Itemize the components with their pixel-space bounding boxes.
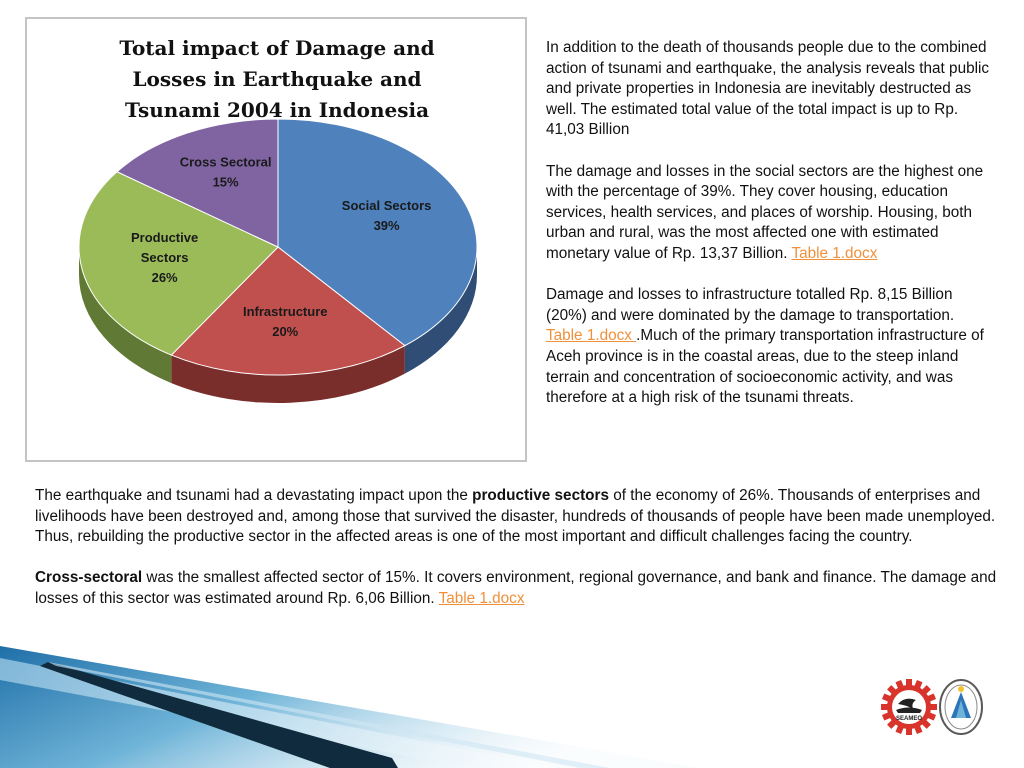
chart-title-line: Losses in Earthquake and <box>132 67 422 91</box>
pie-chart: Social Sectors 39% Infrastructure 20% Produc… <box>78 118 478 403</box>
cross-sectoral-term: Cross-sectoral <box>35 569 143 587</box>
social-sectors-term: social sectors <box>755 162 848 180</box>
bottom-text-column: The earthquake and tsunami had a devasta… <box>35 486 1000 630</box>
pie-slice-side-productive-sectors <box>79 247 172 384</box>
table-link-infrastructure[interactable]: Table 1.docx <box>546 327 637 345</box>
pie-slice-cross-sectoral <box>116 118 279 248</box>
social-text-rest: are the highest one with the percentage … <box>546 162 984 262</box>
productive-text-start: The earthquake and tsunami had a devasta… <box>35 487 473 504</box>
pie-label-social-sectors: Social Sectors 39% <box>342 198 432 233</box>
infrastructure-paragraph: Damage and losses to infrastructure tota… <box>546 285 992 409</box>
table-link-cross[interactable]: Table 1.docx <box>438 589 525 607</box>
cross-text-rest: was the smallest affected sector of 15%.… <box>35 569 997 607</box>
pie-chart-panel: Total impact of Damage and Losses in Ear… <box>25 17 527 462</box>
infra-text-end: .Much of the primary transportation infr… <box>546 327 984 407</box>
productive-paragraph: The earthquake and tsunami had a devasta… <box>35 486 1000 548</box>
infrastructure-term: infrastructure <box>702 286 792 304</box>
chart-title-line: Tsunami 2004 in Indonesia <box>124 98 430 122</box>
right-text-column: In addition to the death of thousands pe… <box>546 38 992 429</box>
infra-text-start: Damage and losses to <box>546 286 703 304</box>
pie-slice-side-infrastructure <box>171 345 405 403</box>
pie-label-productive-sectors: Productive Sectors 26% <box>131 230 198 285</box>
cross-sectoral-paragraph: Cross-sectoral was the smallest affected… <box>35 568 1000 609</box>
seameo-gear-logo: SEAMEO <box>881 679 937 735</box>
pie-label-cross-sectoral: Cross Sectoral 15% <box>180 154 272 189</box>
intro-text: In addition to the death of thousands pe… <box>546 39 990 139</box>
infra-text-mid: totalled Rp. 8,15 Billion (20%) and were… <box>546 286 955 324</box>
pie-label-infrastructure: Infrastructure 20% <box>243 304 328 339</box>
table-link-social[interactable]: Table 1.docx <box>791 244 878 262</box>
productive-text-rest: of the economy of 26%. Thousands of ente… <box>35 487 996 546</box>
footer-swoosh-decoration <box>0 646 700 768</box>
intro-paragraph: In addition to the death of thousands pe… <box>546 38 992 141</box>
pie-slice-productive-sectors <box>78 171 279 356</box>
seameo-logo-text: SEAMEO <box>896 716 922 722</box>
institute-badge-logo <box>939 679 983 735</box>
social-text-start: The damage and losses in the <box>546 162 756 180</box>
productive-sectors-term: productive sectors <box>472 487 609 504</box>
chart-title-line: Total impact of Damage and <box>119 36 435 60</box>
pie-slice-side-social-sectors <box>404 247 477 374</box>
social-sectors-paragraph: The damage and losses in the social sect… <box>546 162 992 265</box>
pie-slice-social-sectors <box>277 118 478 347</box>
pie-slice-infrastructure <box>170 246 406 376</box>
chart-title: Total impact of Damage and Losses in Ear… <box>27 33 527 126</box>
